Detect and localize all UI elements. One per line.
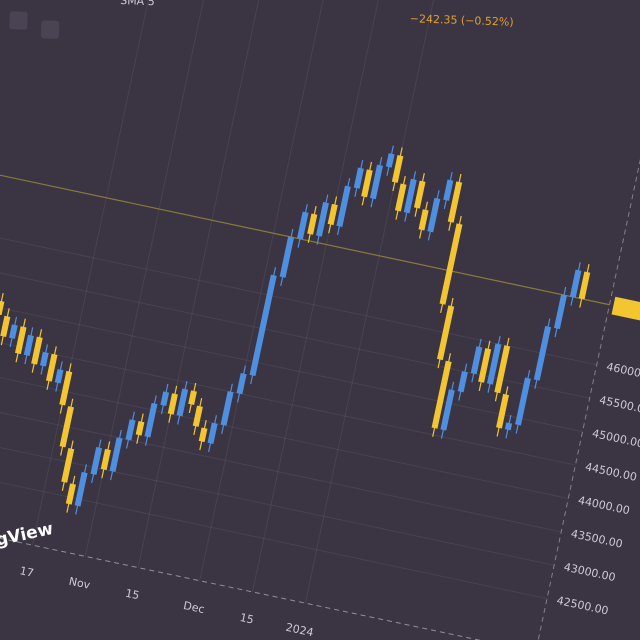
candle-body xyxy=(296,211,309,240)
candle-body xyxy=(353,167,364,189)
candle-body xyxy=(135,421,145,436)
candle-body xyxy=(478,348,492,383)
candle-body xyxy=(578,271,591,300)
candle-body xyxy=(54,368,64,384)
candle-body xyxy=(447,181,463,223)
candle-body xyxy=(45,353,58,382)
candle-body xyxy=(457,371,468,393)
price-line xyxy=(0,137,610,306)
candle-body xyxy=(23,334,34,357)
candle-body xyxy=(553,294,567,330)
candle-body xyxy=(440,389,455,431)
candle-body xyxy=(0,300,5,316)
candle-body xyxy=(403,178,417,214)
candle-body xyxy=(61,448,75,483)
candle-body xyxy=(0,315,11,338)
header: SMA 5 −242.35 (−0.52%) xyxy=(9,0,514,39)
grid-line xyxy=(0,431,548,600)
candle-body xyxy=(394,183,407,212)
candle-body xyxy=(109,437,123,473)
time-axis-line xyxy=(0,485,640,640)
candle-body xyxy=(431,360,452,429)
candle-body xyxy=(160,391,170,407)
candle-body xyxy=(515,377,531,426)
candle-body xyxy=(316,201,329,237)
candle-body xyxy=(486,343,502,385)
candle-body xyxy=(307,213,318,235)
candle-body xyxy=(65,483,76,505)
candle-body xyxy=(336,185,351,227)
collapse-button[interactable] xyxy=(9,11,28,30)
candle-body xyxy=(188,390,197,405)
grid-line xyxy=(0,264,583,433)
x-tick-label: 17 xyxy=(18,564,34,580)
candle-body xyxy=(436,305,455,361)
x-tick-label: 15 xyxy=(239,611,255,627)
candle-body xyxy=(167,393,178,415)
candle-body xyxy=(31,336,43,365)
candle-body xyxy=(361,169,373,198)
x-tick-label: Nov xyxy=(68,575,92,592)
candle-body xyxy=(39,351,49,367)
candle-body xyxy=(192,405,203,427)
grid-line xyxy=(84,0,273,557)
candle-body xyxy=(90,446,103,475)
grid-line xyxy=(0,398,555,566)
grid-line xyxy=(252,0,441,593)
grid-line xyxy=(0,231,590,399)
candle-body xyxy=(59,406,74,448)
candle-body xyxy=(369,164,383,200)
collapse-button[interactable] xyxy=(40,20,60,39)
candle-body xyxy=(100,448,111,471)
candle-body xyxy=(533,325,552,381)
x-tick-label: 2024 xyxy=(285,621,315,640)
candle-body xyxy=(439,223,463,305)
candle-body xyxy=(496,393,510,429)
candle-body xyxy=(418,209,429,231)
candle-body xyxy=(144,402,158,438)
candle-body xyxy=(413,180,426,209)
x-tick-label: 15 xyxy=(124,587,140,603)
candle-body xyxy=(236,372,247,395)
candle-body xyxy=(391,154,404,183)
indicator-label: SMA 5 xyxy=(120,0,155,8)
grid-line xyxy=(0,198,597,366)
candle-body xyxy=(443,179,454,201)
candle-body xyxy=(569,269,582,298)
candle-body xyxy=(494,345,511,394)
price-box xyxy=(611,296,640,327)
candle-body xyxy=(470,346,483,375)
candle-body xyxy=(220,391,234,426)
grid-line xyxy=(199,0,388,581)
candle-body xyxy=(327,203,338,226)
grid-line xyxy=(0,298,576,466)
candle-wick xyxy=(0,293,4,324)
candle-body xyxy=(504,422,513,431)
x-tick-label: Dec xyxy=(182,599,206,616)
candle-body xyxy=(207,422,218,444)
candle-body xyxy=(59,370,73,406)
change-label: −242.35 (−0.52%) xyxy=(410,12,514,29)
candle-body xyxy=(279,236,295,278)
candle-body xyxy=(9,324,18,339)
grid-line xyxy=(0,365,562,533)
candle-body xyxy=(198,427,208,443)
candle-body xyxy=(74,471,88,507)
candle-body xyxy=(385,153,395,168)
candle-body xyxy=(176,388,189,417)
candle-body xyxy=(125,419,136,441)
candle-body xyxy=(14,326,27,355)
candle-body xyxy=(427,197,441,233)
candle-body xyxy=(249,274,277,377)
